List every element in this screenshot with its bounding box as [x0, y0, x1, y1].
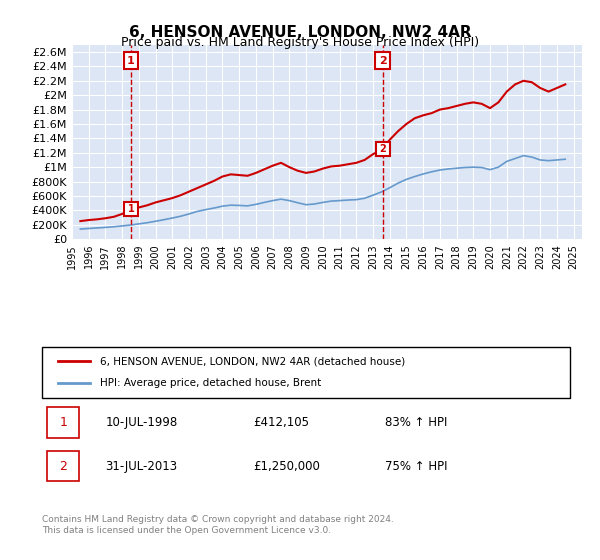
Text: 2: 2 — [379, 144, 386, 154]
Text: 31-JUL-2013: 31-JUL-2013 — [106, 460, 178, 473]
Text: HPI: Average price, detached house, Brent: HPI: Average price, detached house, Bren… — [100, 379, 322, 389]
Text: 1: 1 — [59, 416, 67, 429]
Text: 6, HENSON AVENUE, LONDON, NW2 4AR (detached house): 6, HENSON AVENUE, LONDON, NW2 4AR (detac… — [100, 356, 406, 366]
FancyBboxPatch shape — [47, 451, 79, 482]
FancyBboxPatch shape — [42, 347, 570, 398]
FancyBboxPatch shape — [47, 408, 79, 438]
Text: £1,250,000: £1,250,000 — [253, 460, 320, 473]
Text: 6, HENSON AVENUE, LONDON, NW2 4AR: 6, HENSON AVENUE, LONDON, NW2 4AR — [128, 25, 472, 40]
Text: 1: 1 — [127, 55, 135, 66]
Text: 75% ↑ HPI: 75% ↑ HPI — [385, 460, 448, 473]
Text: £412,105: £412,105 — [253, 416, 309, 429]
Text: 2: 2 — [379, 55, 386, 66]
Text: 10-JUL-1998: 10-JUL-1998 — [106, 416, 178, 429]
Text: 2: 2 — [59, 460, 67, 473]
Text: Price paid vs. HM Land Registry's House Price Index (HPI): Price paid vs. HM Land Registry's House … — [121, 36, 479, 49]
Text: 1: 1 — [128, 204, 134, 214]
Text: Contains HM Land Registry data © Crown copyright and database right 2024.
This d: Contains HM Land Registry data © Crown c… — [42, 515, 394, 535]
Text: 83% ↑ HPI: 83% ↑ HPI — [385, 416, 448, 429]
